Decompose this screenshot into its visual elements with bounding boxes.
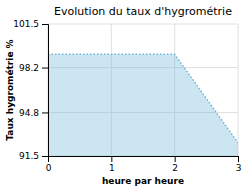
tick: 1 — [109, 156, 115, 173]
x-axis: 0 1 2 3 — [46, 156, 242, 173]
tick: 98.2 — [19, 63, 48, 73]
grid-line — [48, 24, 238, 25]
tick-label: 1 — [109, 163, 115, 173]
tick-label: 94.8 — [19, 108, 39, 118]
axis-line — [42, 25, 49, 157]
tick-mark — [42, 68, 48, 69]
tick-mark — [42, 24, 48, 25]
axis-line — [49, 157, 239, 163]
marks — [48, 54, 238, 156]
tick: 0 — [46, 156, 52, 173]
y-axis: 91.5 94.8 98.2 101.5 — [13, 19, 48, 161]
grid-line — [238, 24, 239, 156]
tick: 101.5 — [13, 19, 48, 29]
tick-label: 98.2 — [19, 63, 39, 73]
tick-mark — [111, 156, 112, 162]
tick: 2 — [172, 156, 178, 173]
x-axis-title: heure par heure — [102, 176, 184, 186]
title: Evolution du taux d'hygrométrie — [54, 5, 232, 18]
tick-mark — [238, 156, 239, 162]
chart: 0 1 2 3 91.5 94.8 98.2 101.5 Evolution du taux d… — [0, 0, 250, 188]
tick-label: 3 — [236, 163, 242, 173]
tick-label: 0 — [46, 163, 52, 173]
grid — [48, 24, 238, 156]
y-axis-title: Taux hygrométrie % — [5, 39, 15, 140]
tick-mark — [175, 156, 176, 162]
tick: 91.5 — [19, 151, 48, 161]
area — [48, 54, 238, 156]
line — [48, 54, 238, 142]
tick: 94.8 — [19, 108, 48, 118]
tick-label: 2 — [172, 163, 178, 173]
tick-mark — [42, 156, 48, 157]
tick-label: 91.5 — [19, 151, 39, 161]
tick-label: 101.5 — [13, 19, 39, 29]
tick: 3 — [236, 156, 242, 173]
plot: 0 1 2 3 91.5 94.8 98.2 101.5 — [13, 19, 241, 173]
tick-mark — [42, 112, 48, 113]
